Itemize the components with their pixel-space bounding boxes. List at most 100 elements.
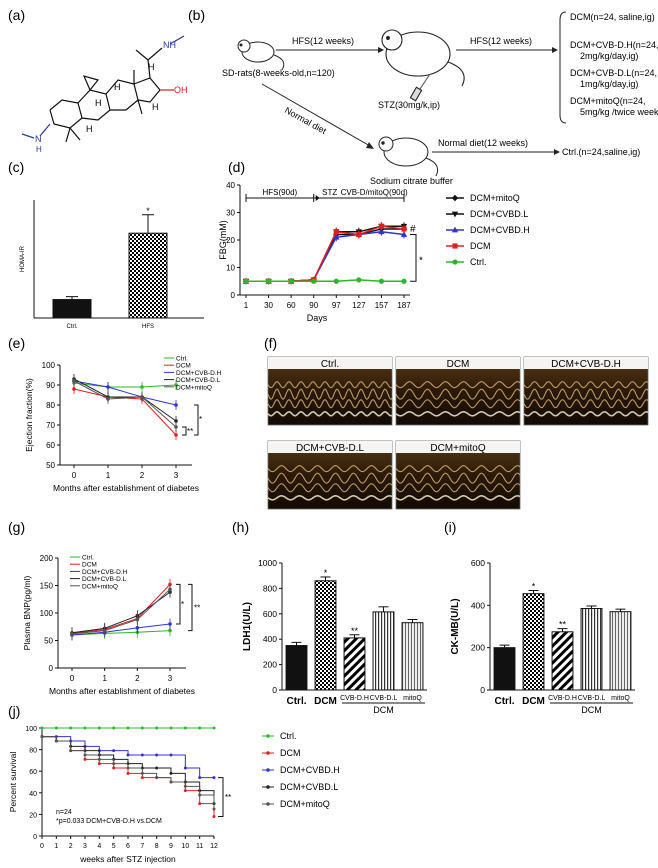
hfs-label-1: HFS(12 weeks) bbox=[292, 36, 354, 46]
rat-icon-control bbox=[378, 136, 439, 177]
legend-marker bbox=[266, 751, 270, 755]
n-bond-left bbox=[39, 123, 51, 137]
series-line-1 bbox=[246, 225, 404, 282]
y-tick-label: 600 bbox=[263, 609, 277, 619]
bar-mitoQ bbox=[609, 611, 632, 691]
group-dose-1: 2mg/kg/day,ig) bbox=[580, 51, 638, 61]
rat-icon-small bbox=[237, 39, 285, 71]
gem-methyl-2 bbox=[69, 127, 81, 141]
x-tick-label: 12 bbox=[210, 843, 218, 850]
point-2-11 bbox=[198, 776, 202, 780]
x-tick-label: 9 bbox=[169, 843, 173, 850]
gem-methyl-1 bbox=[65, 127, 71, 143]
legend-label-4: Ctrl. bbox=[470, 257, 487, 267]
chart-ejection-fraction: 50 60 70 80 90 100 0 1 2 3 Months after establishm… bbox=[24, 356, 222, 494]
x-tick-label: 90 bbox=[309, 301, 318, 310]
echo-label: DCM bbox=[447, 359, 470, 370]
y-tick-label: 1000 bbox=[258, 558, 277, 568]
point-3-9 bbox=[169, 771, 173, 775]
point-1-3 bbox=[174, 433, 178, 437]
x-tick-label: HFS bbox=[142, 324, 154, 330]
legend-label-3: DCM+CVB-D.L bbox=[176, 377, 221, 384]
y-tick-label: 50 bbox=[46, 461, 55, 470]
x-tick-label: 1 bbox=[102, 674, 107, 683]
point-4-1 bbox=[54, 739, 58, 743]
legend-label-2: DCM+CVBD.H bbox=[470, 225, 530, 235]
point-4-4 bbox=[333, 278, 339, 284]
point-4-12 bbox=[212, 807, 216, 811]
sig-bracket-outer bbox=[188, 583, 193, 632]
x-tick-label: Ctrl. bbox=[287, 696, 307, 707]
echo-wave bbox=[523, 388, 649, 400]
point-2-3 bbox=[168, 622, 172, 626]
x-tick-label: 60 bbox=[287, 301, 296, 310]
series-line-1 bbox=[73, 388, 177, 436]
point-2-12 bbox=[212, 776, 216, 780]
y-axis-label: LDH1(U/L) bbox=[242, 602, 253, 651]
sig-bracket bbox=[218, 777, 224, 818]
series-line-2 bbox=[73, 380, 177, 406]
y-axis-label: Percent survival bbox=[8, 752, 18, 813]
stz-label: STZ(30mg/k,ip) bbox=[378, 100, 440, 110]
series-line-4 bbox=[73, 380, 177, 428]
echocardiography-panels: Ctrl. DCM DCM+CVB-D.H DCM+CVB-D.L DCM+mitoQ bbox=[267, 356, 649, 510]
series-line-1 bbox=[71, 584, 171, 634]
x-tick-label: mitoQ bbox=[611, 695, 630, 702]
protocol-diagram: SD-rats(8-weeks-old,n=120) HFS(12 weeks)… bbox=[222, 11, 658, 186]
point-4-1 bbox=[106, 397, 110, 401]
point-1-0 bbox=[72, 387, 76, 391]
echo-wave bbox=[395, 381, 521, 389]
panel-label-b: (b) bbox=[188, 7, 205, 23]
bar-DCM bbox=[522, 593, 545, 691]
series-line-3 bbox=[246, 225, 405, 282]
echo-wave bbox=[267, 465, 393, 473]
x-axis-label: Months after establishment of diabetes bbox=[53, 483, 199, 493]
legend-label-1: DCM bbox=[82, 562, 97, 569]
chart-homa-ir: HOMA-IR Ctrl. HFS * bbox=[20, 200, 204, 330]
atom-labels: NH OH N H H H H H H bbox=[35, 40, 188, 154]
y-tick-label: 20 bbox=[29, 812, 37, 819]
legend-label-0: Ctrl. bbox=[82, 555, 94, 562]
point-4-5 bbox=[112, 762, 116, 766]
sig-bracket-inner bbox=[182, 426, 187, 436]
point-1-7 bbox=[140, 776, 144, 780]
legend-marker-2 bbox=[451, 226, 459, 233]
ring-c bbox=[105, 79, 139, 111]
bar-CVB-D.L bbox=[580, 608, 603, 691]
bracket-treatment: CVB-D/mitoQ(90d) bbox=[341, 188, 408, 197]
point-1-5 bbox=[112, 766, 116, 770]
bar-HFS bbox=[128, 232, 168, 319]
point-0-4 bbox=[97, 726, 101, 730]
echo-wave bbox=[267, 472, 393, 484]
point-4-6 bbox=[378, 278, 385, 284]
group-label: DCM bbox=[373, 705, 394, 715]
point-1-11 bbox=[198, 802, 202, 806]
echo-wave bbox=[395, 465, 521, 473]
echo-image-4: DCM+mitoQ bbox=[395, 440, 521, 510]
significance-mark: * bbox=[532, 582, 536, 592]
atom-h5: H bbox=[86, 124, 93, 134]
x-tick-label: 3 bbox=[174, 471, 179, 480]
point-2-5 bbox=[112, 749, 116, 753]
point-4-7 bbox=[140, 771, 144, 775]
point-0-2 bbox=[69, 726, 73, 730]
legend-marker bbox=[266, 768, 270, 772]
point-4-11 bbox=[198, 793, 202, 797]
point-0-3 bbox=[174, 383, 178, 387]
series-line-3 bbox=[73, 378, 177, 422]
point-4-3 bbox=[83, 753, 87, 757]
panel-label-f: (f) bbox=[264, 335, 277, 351]
echo-title-bg bbox=[268, 441, 392, 453]
x-tick-label: 97 bbox=[332, 301, 341, 310]
group-label-2: DCM+CVB-D.L(n=24, bbox=[570, 68, 657, 78]
point-0-11 bbox=[198, 726, 202, 730]
ring-b bbox=[77, 89, 111, 121]
echo-label: Ctrl. bbox=[321, 359, 339, 370]
echo-wave bbox=[395, 495, 521, 501]
legend-marker-1 bbox=[451, 211, 459, 218]
point-4-7 bbox=[401, 278, 407, 284]
echo-wave bbox=[523, 381, 649, 389]
point-3-3 bbox=[174, 419, 178, 423]
x-tick-label: CVB-D.H bbox=[548, 695, 577, 702]
echo-wave bbox=[267, 483, 393, 493]
